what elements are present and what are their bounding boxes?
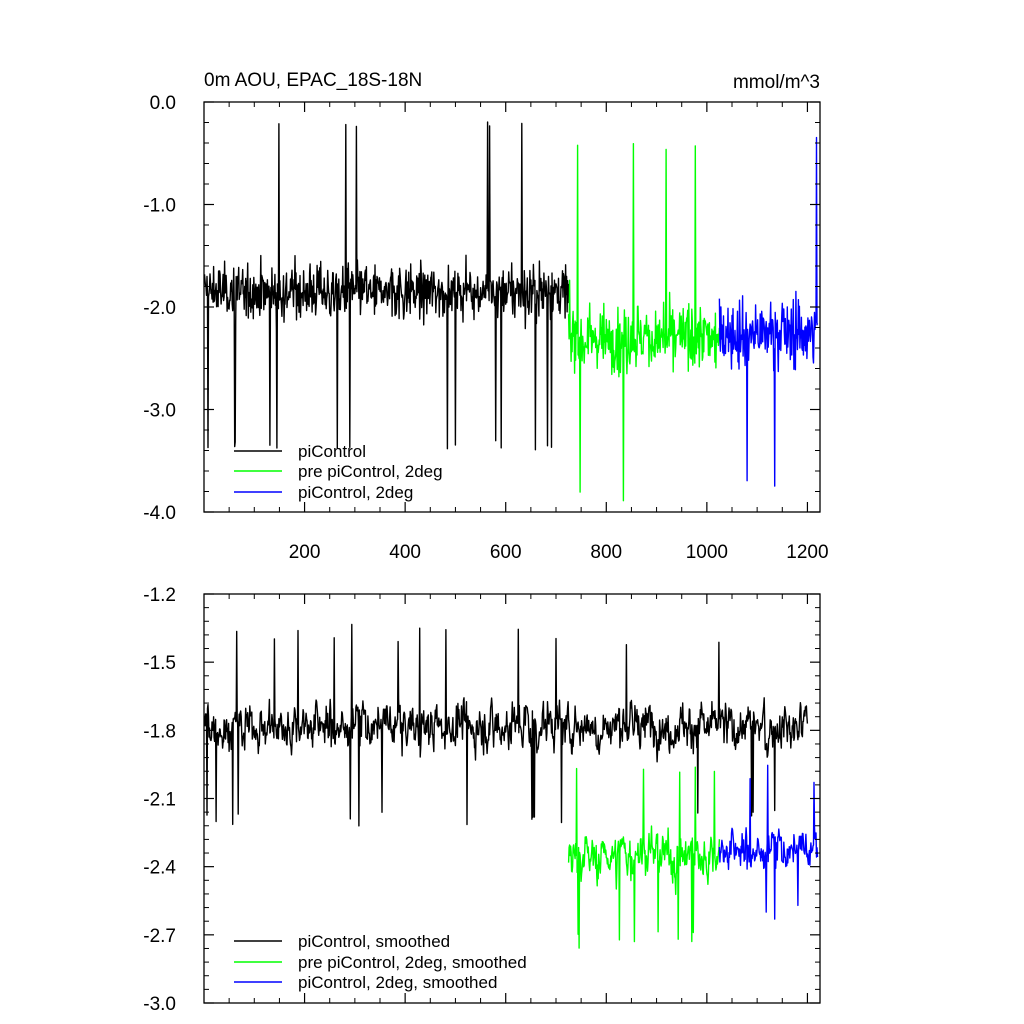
- top-chart-title: 0m AOU, EPAC_18S-18N: [204, 70, 422, 91]
- legend-label-pre-picontrol-2deg-smoothed: pre piControl, 2deg, smoothed: [298, 953, 527, 972]
- y-tick-label: -2.7: [143, 926, 176, 947]
- x-tick-label: 1200: [786, 542, 828, 563]
- y-tick-label: -2.1: [143, 790, 176, 811]
- y-tick-label: -2.0: [143, 298, 176, 319]
- y-tick-label: -1.2: [143, 585, 176, 606]
- bottom-legend: piControl, smoothed pre piControl, 2deg,…: [234, 932, 527, 992]
- top-panel: 0m AOU, EPAC_18S-18N mmol/m^3 0.0 -1.0 -2.…: [143, 70, 828, 563]
- series-line-pre-picontrol-2deg-smoothed: [567, 766, 721, 949]
- x-tick-label: 800: [590, 542, 622, 563]
- legend-label-picontrol-2deg-smoothed: piControl, 2deg, smoothed: [298, 973, 497, 992]
- top-axes-group: 0.0 -1.0 -2.0 -3.0 -4.0 200 400 600 800 1000 1200: [143, 93, 828, 563]
- x-tick-label: 1000: [686, 542, 728, 563]
- x-tick-label: 200: [289, 542, 321, 563]
- legend-label-picontrol-smoothed: piControl, smoothed: [298, 932, 450, 951]
- y-tick-label: -1.0: [143, 196, 176, 217]
- series-line-picontrol-2deg: [718, 136, 819, 487]
- top-series-group: [203, 121, 819, 502]
- legend-label-picontrol-2deg: piControl, 2deg: [298, 483, 413, 502]
- series-line-pre-picontrol-2deg: [567, 142, 721, 502]
- top-legend: piControl pre piControl, 2deg piControl,…: [234, 442, 443, 502]
- series-line-picontrol-2deg-smoothed: [718, 764, 819, 920]
- y-tick-label: -3.0: [143, 401, 176, 422]
- y-tick-label: -3.0: [143, 994, 176, 1015]
- x-tick-label: 400: [389, 542, 421, 563]
- y-tick-label: -4.0: [143, 503, 176, 524]
- y-tick-label: -1.8: [143, 721, 176, 742]
- legend-label-picontrol: piControl: [298, 442, 366, 461]
- y-tick-label: -1.5: [143, 653, 176, 674]
- series-line-picontrol-smoothed: [203, 623, 809, 827]
- bottom-panel: -1.2 -1.5 -1.8 -2.1 -2.4 -2.7 -3.0 piControl, …: [143, 585, 821, 1015]
- bottom-series-group: [203, 623, 819, 949]
- legend-label-pre-picontrol-2deg: pre piControl, 2deg: [298, 462, 443, 481]
- y-tick-label: 0.0: [150, 93, 176, 114]
- y-tick-label: -2.4: [143, 858, 176, 879]
- x-tick-label: 600: [490, 542, 522, 563]
- top-chart-units: mmol/m^3: [733, 72, 820, 93]
- series-line-picontrol: [203, 121, 570, 451]
- bottom-axes-group: -1.2 -1.5 -1.8 -2.1 -2.4 -2.7 -3.0: [143, 585, 821, 1015]
